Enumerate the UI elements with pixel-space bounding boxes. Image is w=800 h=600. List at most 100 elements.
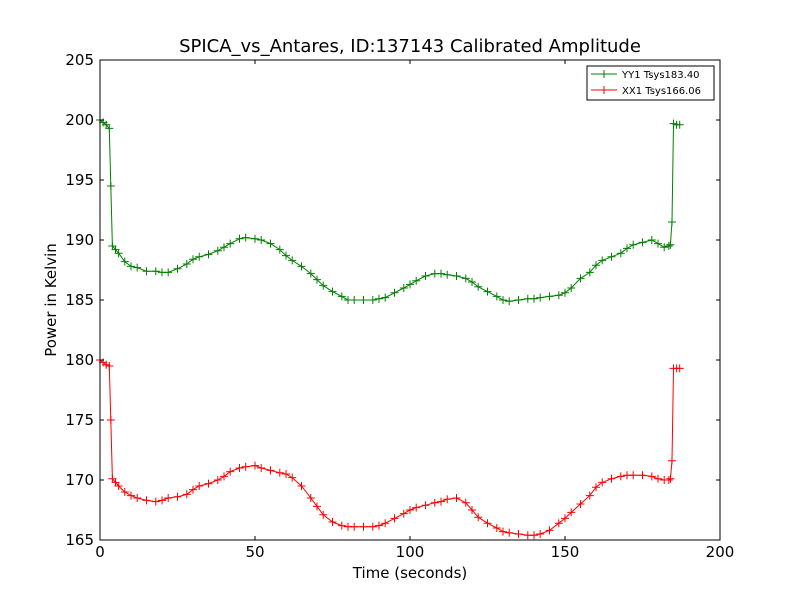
data-point-xx1	[359, 522, 368, 531]
data-point-xx1	[241, 462, 250, 471]
data-point-xx1	[173, 492, 182, 501]
data-point-xx1	[536, 530, 545, 538]
data-point-xx1	[204, 479, 213, 488]
data-point-yy1	[106, 182, 115, 190]
data-point-xx1	[654, 474, 662, 483]
data-point-yy1	[251, 234, 259, 243]
data-point-yy1	[173, 264, 182, 273]
data-point-yy1	[492, 292, 501, 301]
data-point-yy1	[505, 297, 514, 306]
legend-label-xx1: XX1 Tsys166.06	[622, 86, 701, 97]
data-point-yy1	[213, 246, 222, 255]
data-point-yy1	[182, 260, 191, 268]
data-point-xx1	[675, 364, 684, 373]
data-point-xx1	[288, 473, 297, 482]
data-point-yy1	[474, 282, 483, 291]
x-axis-ticks: 0 50 100 150 200	[95, 60, 734, 561]
data-point-xx1	[664, 476, 673, 484]
data-point-yy1	[654, 239, 662, 248]
data-point-yy1	[592, 261, 600, 270]
chart-title: SPICA_vs_Antares, ID:137143 Calibrated A…	[179, 36, 641, 57]
data-point-xx1	[213, 476, 222, 484]
data-point-xx1	[275, 468, 284, 477]
data-point-xx1	[474, 513, 483, 522]
data-point-yy1	[629, 240, 638, 249]
data-point-yy1	[483, 287, 492, 296]
data-point-yy1	[561, 288, 569, 297]
data-point-xx1	[585, 491, 594, 500]
data-point-xx1	[133, 494, 142, 502]
y-tick-label: 180	[65, 351, 94, 369]
data-point-yy1	[142, 267, 151, 276]
legend-marker-yy1	[600, 70, 608, 78]
data-point-xx1	[106, 416, 115, 424]
y-tick-label: 190	[65, 231, 94, 249]
data-point-yy1	[381, 293, 390, 302]
data-point-xx1	[452, 494, 461, 502]
data-point-xx1	[561, 514, 569, 523]
data-point-xx1	[142, 496, 151, 505]
data-point-xx1	[226, 467, 235, 476]
data-point-xx1	[492, 524, 501, 532]
data-point-xx1	[667, 456, 676, 465]
data-point-yy1	[675, 120, 684, 129]
data-point-yy1	[412, 276, 421, 285]
legend: YY1 Tsys183.40 XX1 Tsys166.06	[586, 65, 715, 101]
data-point-yy1	[647, 236, 656, 244]
legend-entry-xx1: XX1 Tsys166.06	[591, 86, 701, 97]
data-point-xx1	[461, 498, 470, 507]
data-point-yy1	[120, 257, 129, 266]
legend-frame	[586, 65, 715, 101]
data-point-yy1	[220, 243, 228, 252]
y-tick-label: 185	[65, 291, 94, 309]
data-point-xx1	[120, 488, 129, 496]
legend-entry-yy1: YY1 Tsys183.40	[591, 70, 700, 81]
data-point-yy1	[585, 268, 594, 277]
data-point-xx1	[421, 501, 430, 510]
data-point-xx1	[443, 495, 452, 504]
data-point-yy1	[241, 233, 250, 242]
y-tick-label: 170	[65, 471, 94, 489]
data-point-yy1	[468, 278, 476, 286]
data-point-yy1	[576, 274, 585, 283]
data-point-xx1	[598, 478, 607, 487]
data-point-xx1	[251, 461, 259, 470]
data-point-yy1	[514, 296, 523, 304]
x-tick-label: 200	[706, 543, 735, 561]
data-point-yy1	[337, 292, 346, 301]
data-point-yy1	[275, 245, 284, 254]
data-point-xx1	[368, 522, 377, 531]
data-point-xx1	[647, 472, 656, 481]
data-point-xx1	[257, 464, 266, 472]
data-point-yy1	[375, 294, 383, 303]
data-point-xx1	[430, 498, 439, 507]
data-point-xx1	[297, 482, 306, 490]
data-point-yy1	[638, 238, 647, 247]
data-point-yy1	[133, 263, 142, 272]
data-point-yy1	[536, 293, 545, 302]
data-point-yy1	[359, 296, 368, 304]
y-tick-label: 175	[65, 411, 94, 429]
data-point-yy1	[105, 124, 114, 133]
data-point-yy1	[368, 296, 377, 304]
data-point-xx1	[545, 526, 554, 535]
data-point-xx1	[554, 519, 563, 528]
data-point-xx1	[483, 519, 492, 528]
data-point-xx1	[306, 494, 315, 502]
data-point-yy1	[598, 256, 607, 265]
data-point-xx1	[266, 466, 275, 475]
data-point-yy1	[607, 252, 616, 261]
data-point-xx1	[337, 521, 346, 530]
data-point-xx1	[182, 490, 191, 499]
y-tick-label: 195	[65, 171, 94, 189]
data-point-xx1	[399, 509, 408, 518]
data-point-yy1	[667, 218, 676, 226]
data-point-xx1	[390, 514, 399, 523]
data-point-xx1	[151, 497, 160, 506]
data-point-yy1	[114, 249, 123, 258]
data-point-xx1	[105, 362, 114, 370]
data-point-xx1	[313, 502, 321, 511]
data-point-yy1	[282, 251, 290, 260]
x-tick-label: 150	[551, 543, 580, 561]
data-point-xx1	[629, 471, 638, 480]
